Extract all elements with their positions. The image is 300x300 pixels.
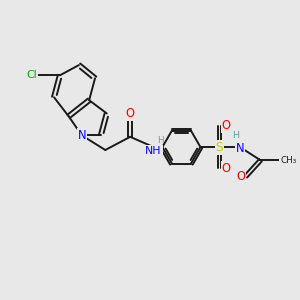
Text: S: S (216, 141, 223, 154)
Text: O: O (221, 162, 230, 175)
Text: Cl: Cl (26, 70, 37, 80)
Text: O: O (236, 170, 245, 183)
Text: O: O (126, 107, 135, 120)
Text: H: H (158, 136, 164, 145)
Text: NH: NH (145, 146, 162, 156)
Text: N: N (77, 129, 86, 142)
Text: O: O (221, 119, 230, 133)
Text: N: N (236, 142, 244, 155)
Text: H: H (232, 131, 239, 140)
Text: CH₃: CH₃ (280, 156, 296, 165)
